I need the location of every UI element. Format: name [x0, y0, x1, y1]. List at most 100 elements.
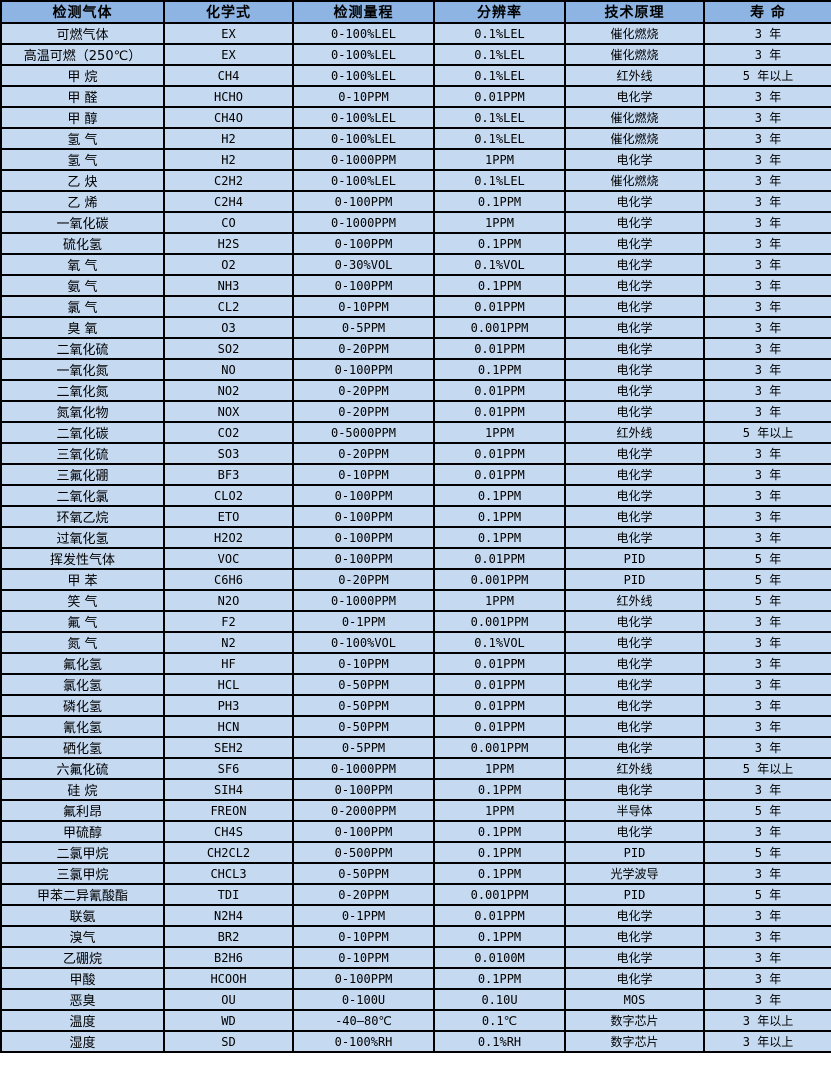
- cell-principle: 电化学: [564, 946, 705, 969]
- table-row: 甲酸 HCOOH 0-100PPM 0.1PPM 电化学 3 年: [0, 967, 831, 990]
- cell-gas-name: 氯 气: [0, 295, 165, 318]
- cell-resolution: 0.1PPM: [433, 232, 566, 255]
- cell-lifetime: 3 年: [703, 862, 831, 885]
- cell-gas-name: 湿度: [0, 1030, 165, 1053]
- cell-lifetime: 3 年: [703, 316, 831, 339]
- table-row: 一氧化氮 NO 0-100PPM 0.1PPM 电化学 3 年: [0, 358, 831, 381]
- cell-principle: 电化学: [564, 652, 705, 675]
- table-header: 检测气体 化学式 检测量程 分辨率 技术原理 寿 命: [0, 0, 831, 24]
- cell-range: 0-100PPM: [292, 967, 435, 990]
- cell-lifetime: 3 年: [703, 673, 831, 696]
- cell-range: 0-50PPM: [292, 862, 435, 885]
- cell-lifetime: 3 年: [703, 463, 831, 486]
- cell-formula: N2: [163, 631, 294, 654]
- cell-gas-name: 高温可燃（250℃）: [0, 43, 165, 66]
- cell-resolution: 0.01PPM: [433, 652, 566, 675]
- cell-lifetime: 3 年以上: [703, 1030, 831, 1053]
- cell-formula: HCN: [163, 715, 294, 738]
- cell-lifetime: 3 年: [703, 232, 831, 255]
- cell-principle: 电化学: [564, 148, 705, 171]
- cell-gas-name: 一氧化氮: [0, 358, 165, 381]
- cell-lifetime: 3 年: [703, 484, 831, 507]
- cell-gas-name: 联氨: [0, 904, 165, 927]
- cell-resolution: 0.01PPM: [433, 379, 566, 402]
- cell-principle: 电化学: [564, 484, 705, 507]
- cell-lifetime: 3 年: [703, 904, 831, 927]
- cell-lifetime: 3 年: [703, 22, 831, 45]
- column-header-resolution: 分辨率: [433, 0, 566, 24]
- cell-gas-name: 过氧化氢: [0, 526, 165, 549]
- cell-lifetime: 3 年: [703, 652, 831, 675]
- cell-principle: PID: [564, 883, 705, 906]
- column-header-gas-name: 检测气体: [0, 0, 165, 24]
- cell-principle: 数字芯片: [564, 1009, 705, 1032]
- cell-lifetime: 3 年: [703, 127, 831, 150]
- cell-resolution: 0.01PPM: [433, 904, 566, 927]
- cell-range: 0-20PPM: [292, 337, 435, 360]
- cell-gas-name: 臭 氧: [0, 316, 165, 339]
- table-row: 乙硼烷 B2H6 0-10PPM 0.0100M 电化学 3 年: [0, 946, 831, 969]
- gas-sensor-spec-table-container: 检测气体 化学式 检测量程 分辨率 技术原理 寿 命 可燃气体 EX 0-100%L…: [0, 0, 831, 1053]
- table-row: 甲 醇 CH4O 0-100%LEL 0.1%LEL 催化燃烧 3 年: [0, 106, 831, 129]
- table-row: 甲苯二异氰酸酯 TDI 0-20PPM 0.001PPM PID 5 年: [0, 883, 831, 906]
- cell-gas-name: 二氧化氯: [0, 484, 165, 507]
- cell-range: 0-50PPM: [292, 673, 435, 696]
- cell-gas-name: 甲 醛: [0, 85, 165, 108]
- table-row: 三氧化硫 SO3 0-20PPM 0.01PPM 电化学 3 年: [0, 442, 831, 465]
- cell-lifetime: 3 年: [703, 337, 831, 360]
- cell-range: 0-5PPM: [292, 316, 435, 339]
- cell-principle: 半导体: [564, 799, 705, 822]
- cell-principle: 催化燃烧: [564, 43, 705, 66]
- cell-resolution: 0.1%VOL: [433, 253, 566, 276]
- cell-gas-name: 氟利昂: [0, 799, 165, 822]
- cell-range: 0-100PPM: [292, 778, 435, 801]
- cell-principle: 数字芯片: [564, 1030, 705, 1053]
- table-row: 二氯甲烷 CH2CL2 0-500PPM 0.1PPM PID 5 年: [0, 841, 831, 864]
- cell-gas-name: 氧 气: [0, 253, 165, 276]
- cell-resolution: 0.1PPM: [433, 778, 566, 801]
- table-row: 联氨 N2H4 0-1PPM 0.01PPM 电化学 3 年: [0, 904, 831, 927]
- table-row: 挥发性气体 VOC 0-100PPM 0.01PPM PID 5 年: [0, 547, 831, 570]
- cell-principle: MOS: [564, 988, 705, 1011]
- table-row: 氰化氢 HCN 0-50PPM 0.01PPM 电化学 3 年: [0, 715, 831, 738]
- cell-formula: O2: [163, 253, 294, 276]
- table-row: 二氧化硫 SO2 0-20PPM 0.01PPM 电化学 3 年: [0, 337, 831, 360]
- table-row: 氧 气 O2 0-30%VOL 0.1%VOL 电化学 3 年: [0, 253, 831, 276]
- cell-formula: F2: [163, 610, 294, 633]
- cell-formula: CHCL3: [163, 862, 294, 885]
- cell-range: 0-10PPM: [292, 652, 435, 675]
- cell-formula: WD: [163, 1009, 294, 1032]
- cell-principle: 催化燃烧: [564, 106, 705, 129]
- cell-principle: 催化燃烧: [564, 22, 705, 45]
- cell-formula: H2: [163, 148, 294, 171]
- cell-resolution: 0.01PPM: [433, 547, 566, 570]
- cell-formula: NO2: [163, 379, 294, 402]
- cell-gas-name: 氟化氢: [0, 652, 165, 675]
- cell-principle: PID: [564, 841, 705, 864]
- cell-gas-name: 挥发性气体: [0, 547, 165, 570]
- cell-formula: SO3: [163, 442, 294, 465]
- cell-resolution: 0.01PPM: [433, 400, 566, 423]
- cell-lifetime: 3 年: [703, 715, 831, 738]
- cell-formula: N2O: [163, 589, 294, 612]
- cell-range: 0-30%VOL: [292, 253, 435, 276]
- cell-principle: 催化燃烧: [564, 169, 705, 192]
- cell-lifetime: 3 年: [703, 925, 831, 948]
- cell-principle: PID: [564, 547, 705, 570]
- cell-range: -40—80℃: [292, 1009, 435, 1032]
- cell-formula: C2H2: [163, 169, 294, 192]
- cell-lifetime: 3 年: [703, 442, 831, 465]
- cell-lifetime: 3 年: [703, 694, 831, 717]
- cell-lifetime: 5 年: [703, 841, 831, 864]
- cell-range: 0-100%LEL: [292, 127, 435, 150]
- table-row: 甲 烷 CH4 0-100%LEL 0.1%LEL 红外线 5 年以上: [0, 64, 831, 87]
- cell-principle: 红外线: [564, 589, 705, 612]
- table-row: 二氧化碳 CO2 0-5000PPM 1PPM 红外线 5 年以上: [0, 421, 831, 444]
- cell-range: 0-100PPM: [292, 484, 435, 507]
- cell-range: 0-10PPM: [292, 463, 435, 486]
- cell-formula: N2H4: [163, 904, 294, 927]
- cell-gas-name: 二氧化碳: [0, 421, 165, 444]
- cell-gas-name: 乙 炔: [0, 169, 165, 192]
- cell-resolution: 0.001PPM: [433, 883, 566, 906]
- cell-formula: O3: [163, 316, 294, 339]
